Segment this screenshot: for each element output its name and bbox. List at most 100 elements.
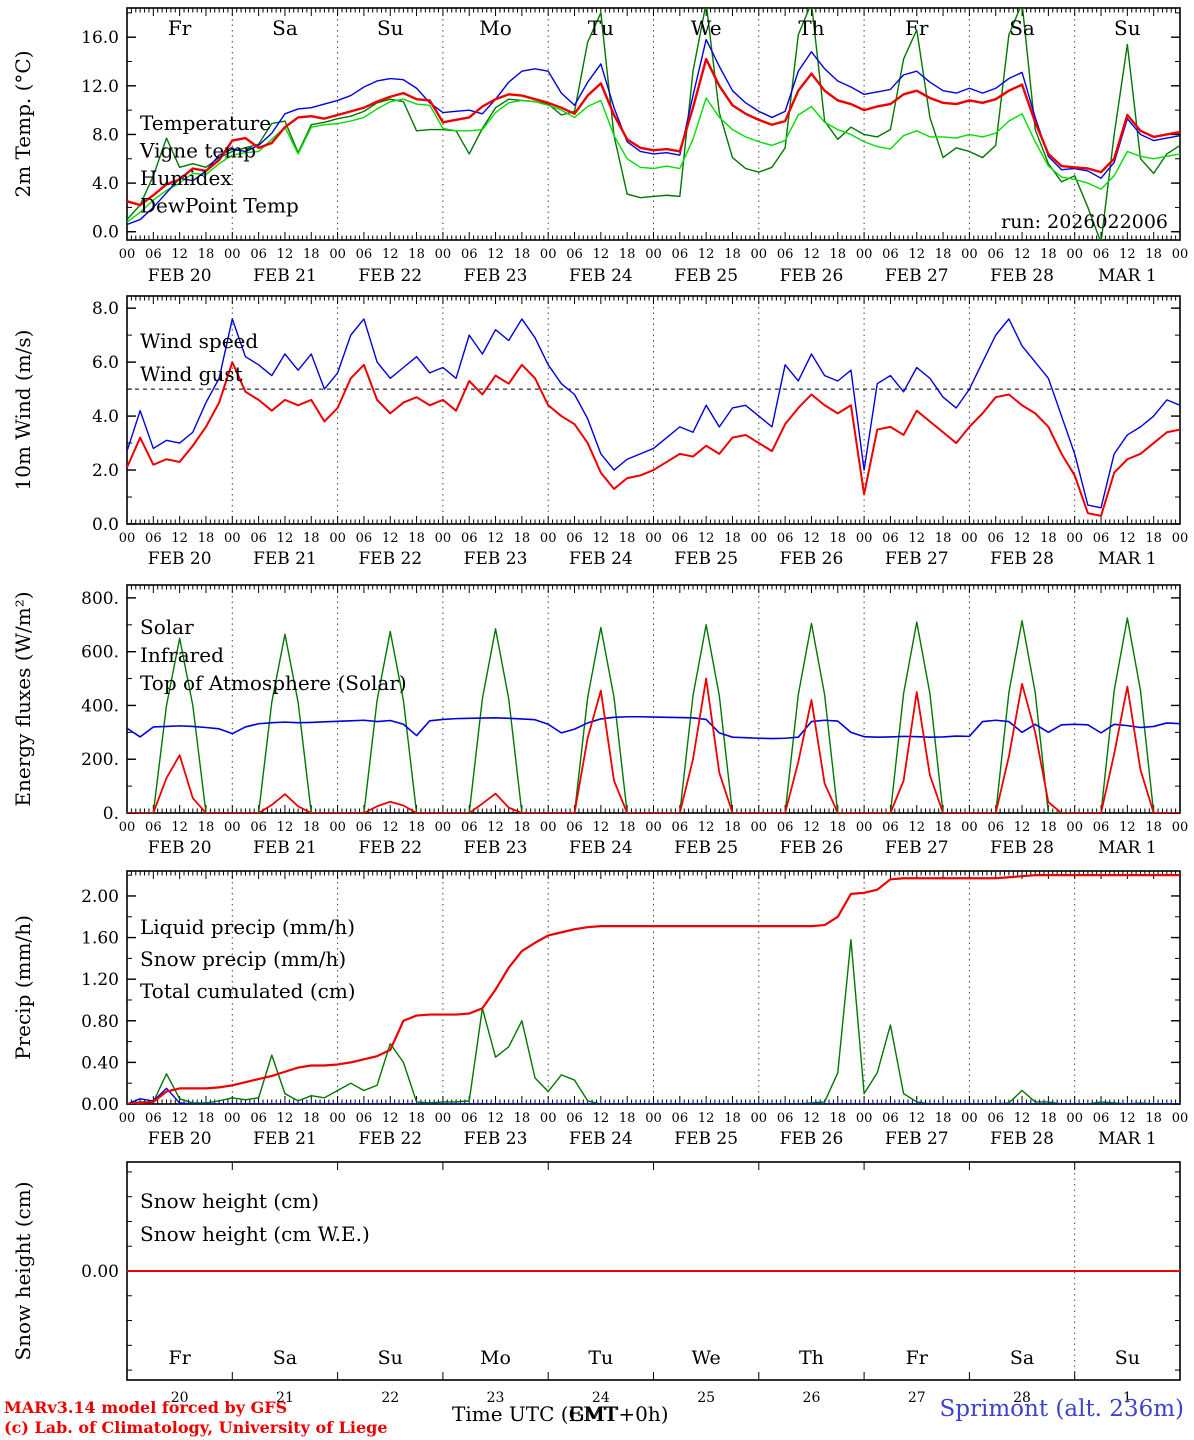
hour-tick-label: 06 [145, 820, 162, 835]
hour-tick-label: 12 [277, 247, 294, 262]
legend-wind-1: Wind gust [140, 362, 243, 386]
hour-tick-label: 12 [382, 531, 399, 546]
date-label: MAR 1 [1098, 1129, 1157, 1149]
hour-tick-label: 18 [198, 820, 215, 835]
hour-tick-label: 12 [1014, 820, 1031, 835]
model-credit-line: MARv3.14 model forced by GFS [4, 1398, 288, 1417]
hour-tick-label: 18 [935, 531, 952, 546]
hour-tick-label: 12 [1014, 247, 1031, 262]
y-tick-label: 2.0 [92, 461, 119, 481]
hour-tick-label: 00 [435, 247, 452, 262]
hour-tick-label: 00 [540, 820, 557, 835]
day-number-label: 27 [908, 1390, 926, 1406]
hour-tick-label: 18 [408, 1111, 425, 1126]
hour-tick-label: 18 [619, 1111, 636, 1126]
hour-tick-label: 06 [987, 1111, 1004, 1126]
top-of-atmosphere-solar-line [127, 617, 1180, 813]
hour-tick-label: 18 [1040, 1111, 1057, 1126]
hour-tick-label: 00 [1066, 820, 1083, 835]
date-label: MAR 1 [1098, 266, 1157, 286]
day-label-top: Fr [168, 16, 192, 40]
legend-energy-fluxes-0: Solar [140, 615, 194, 639]
y-tick-label: 1.20 [81, 970, 119, 990]
day-label-top: Mo [479, 16, 512, 40]
hour-tick-label: 00 [645, 820, 662, 835]
hour-tick-label: 00 [435, 1111, 452, 1126]
y-tick-label: 1.60 [81, 929, 119, 949]
temperature-panel: 0.0 4.0 8.0 12.0 16.0 Temperature Vigne temp Hu… [11, 7, 1188, 286]
day-number-label: 25 [697, 1390, 715, 1406]
day-label-bottom: We [692, 1347, 721, 1369]
date-label: FEB 20 [148, 549, 212, 569]
day-label-top: Fr [905, 16, 929, 40]
hour-tick-label: 06 [882, 820, 899, 835]
y-tick-label: 8.0 [92, 125, 119, 145]
hour-tick-label: 06 [672, 247, 689, 262]
hour-tick-label: 00 [1066, 531, 1083, 546]
hour-tick-label: 18 [935, 820, 952, 835]
y-tick-label: 0.00 [81, 1095, 119, 1115]
hour-tick-label: 12 [1119, 1111, 1136, 1126]
hour-tick-label: 12 [171, 247, 188, 262]
hour-tick-label: 06 [882, 1111, 899, 1126]
legend-precip-1: Snow precip (mm/h) [140, 947, 346, 971]
hour-tick-label: 00 [961, 820, 978, 835]
date-label: FEB 23 [464, 838, 528, 858]
hour-tick-label: 12 [277, 820, 294, 835]
hour-tick-label: 00 [329, 820, 346, 835]
hour-tick-label: 12 [487, 1111, 504, 1126]
y-axis-title: 2m Temp. (°C) [11, 50, 35, 197]
hour-tick-label: 18 [303, 247, 320, 262]
y-tick-label: 200. [81, 750, 119, 770]
hour-tick-label: 18 [514, 1111, 531, 1126]
day-number-label: 24 [592, 1390, 610, 1406]
legend-temperature-3: DewPoint Temp [140, 194, 299, 218]
wind-panel: 0.0 2.0 4.0 6.0 8.0 Wind speed Wind gust 10m Wi… [11, 295, 1188, 569]
hour-tick-label: 06 [250, 820, 267, 835]
wind-speed-line [127, 361, 1180, 517]
hour-tick-label: 18 [935, 1111, 952, 1126]
hour-tick-label: 12 [1014, 531, 1031, 546]
precip-panel: 0.00 0.40 0.80 1.20 1.60 2.00 Liquid precip (m… [11, 870, 1189, 1149]
day-number-label: 23 [487, 1390, 505, 1406]
date-label: FEB 21 [253, 549, 317, 569]
hour-tick-label: 12 [487, 247, 504, 262]
date-label: FEB 24 [569, 549, 633, 569]
hour-tick-label: 12 [1014, 1111, 1031, 1126]
hour-tick-label: 18 [1040, 820, 1057, 835]
hour-tick-label: 00 [329, 247, 346, 262]
hour-tick-label: 06 [250, 247, 267, 262]
hour-tick-label: 18 [303, 820, 320, 835]
hour-tick-label: 06 [777, 820, 794, 835]
y-tick-label: 0.80 [81, 1012, 119, 1032]
hour-tick-label: 06 [566, 1111, 583, 1126]
hour-tick-label: 18 [724, 820, 741, 835]
date-label: FEB 28 [990, 549, 1054, 569]
hour-tick-label: 18 [830, 1111, 847, 1126]
time-axis-label: Time UTC (GMT EMT +0h) [452, 1402, 669, 1426]
date-label: FEB 28 [990, 266, 1054, 286]
hour-tick-label: 00 [1172, 1111, 1189, 1126]
hour-tick-label: 12 [171, 820, 188, 835]
hour-tick-label: 00 [224, 531, 241, 546]
legend-precip-2: Total cumulated (cm) [140, 979, 356, 1003]
hour-tick-label: 18 [619, 820, 636, 835]
hour-tick-label: 00 [119, 820, 136, 835]
legend-snow-height-0: Snow height (cm) [140, 1189, 319, 1213]
hour-tick-label: 00 [119, 247, 136, 262]
y-tick-label: 4.0 [92, 407, 119, 427]
day-label-bottom: Fr [169, 1347, 192, 1369]
hour-tick-label: 18 [830, 247, 847, 262]
y-axis-title: 10m Wind (m/s) [11, 330, 35, 491]
date-label: FEB 27 [885, 1129, 949, 1149]
day-number-label: 26 [803, 1390, 821, 1406]
day-label-bottom: Fr [906, 1347, 929, 1369]
date-label: FEB 22 [358, 1129, 422, 1149]
hour-tick-label: 00 [1066, 1111, 1083, 1126]
hour-tick-label: 18 [1145, 1111, 1162, 1126]
date-label: FEB 27 [885, 549, 949, 569]
date-label: FEB 23 [464, 266, 528, 286]
hour-tick-label: 00 [224, 1111, 241, 1126]
date-label: FEB 28 [990, 1129, 1054, 1149]
hour-tick-label: 00 [645, 1111, 662, 1126]
